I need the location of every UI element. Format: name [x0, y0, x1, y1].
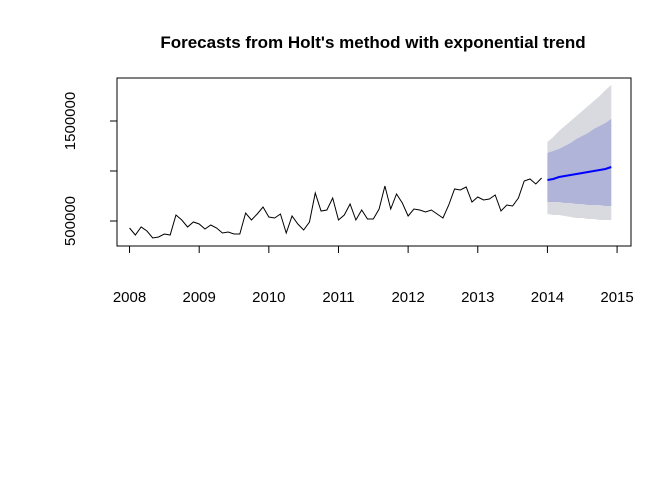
chart-title: Forecasts from Holt's method with expone…	[160, 33, 585, 52]
y-tick-label: 500000	[62, 196, 79, 246]
x-tick-label: 2014	[531, 289, 564, 306]
actual-series-line	[129, 177, 542, 239]
series-lines	[129, 166, 612, 239]
band-80	[547, 119, 612, 206]
x-tick-label: 2008	[113, 289, 146, 306]
x-tick-label: 2015	[600, 289, 633, 306]
y-axis: 500000 1500000	[62, 92, 118, 246]
prediction-interval-bands	[547, 85, 612, 220]
x-tick-label: 2011	[322, 289, 354, 306]
x-tick-label: 2013	[461, 289, 494, 306]
y-tick-label: 1500000	[62, 92, 79, 150]
x-tick-label: 2009	[182, 289, 215, 306]
x-tick-label: 2010	[252, 289, 285, 306]
x-axis: 2008 2009 2010 2011 2012 2013 2014 2015	[113, 245, 634, 306]
x-tick-label: 2012	[391, 289, 424, 306]
forecast-series-line	[547, 166, 612, 181]
